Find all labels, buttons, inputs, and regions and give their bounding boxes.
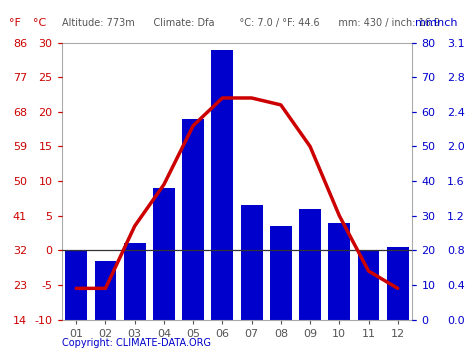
Bar <box>299 209 321 320</box>
Bar <box>270 226 292 320</box>
Text: Copyright: CLIMATE-DATA.ORG: Copyright: CLIMATE-DATA.ORG <box>62 338 210 348</box>
Text: inch: inch <box>434 18 457 28</box>
Bar <box>241 205 263 320</box>
Bar <box>357 250 380 320</box>
Bar <box>182 119 204 320</box>
Bar <box>328 223 350 320</box>
Bar <box>211 50 233 320</box>
Bar <box>65 250 87 320</box>
Text: °C: °C <box>33 18 46 28</box>
Text: °F: °F <box>9 18 21 28</box>
Bar <box>94 261 117 320</box>
Bar <box>387 247 409 320</box>
Bar <box>153 188 175 320</box>
Text: mm: mm <box>415 18 437 28</box>
Bar <box>124 244 146 320</box>
Text: Altitude: 773m      Climate: Dfa        °C: 7.0 / °F: 44.6      mm: 430 / inch: : Altitude: 773m Climate: Dfa °C: 7.0 / °F… <box>62 18 439 28</box>
